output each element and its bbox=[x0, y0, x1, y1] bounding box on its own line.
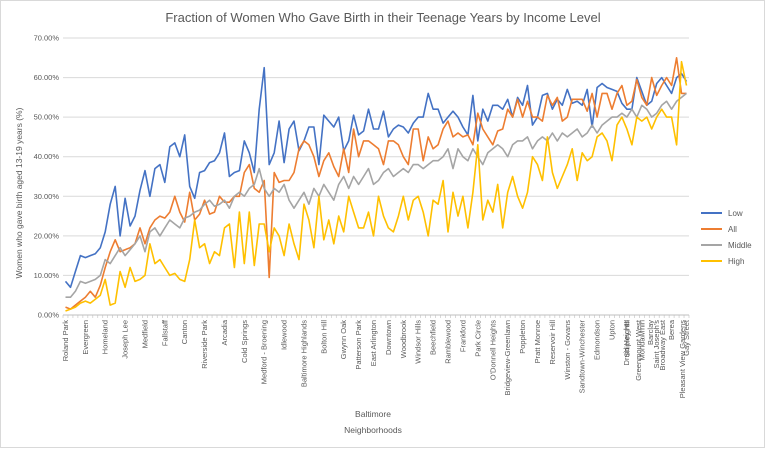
legend-label: Middle bbox=[728, 241, 752, 250]
x-tick-label: Druid Heights bbox=[622, 320, 631, 366]
y-tick-label: 20.00% bbox=[34, 231, 60, 240]
y-tick-label: 30.00% bbox=[34, 192, 60, 201]
series-lines bbox=[64, 56, 688, 312]
x-tick-label: Baltimore Highlands bbox=[300, 320, 309, 387]
x-tick-label: Riverside Park bbox=[200, 320, 209, 369]
x-tick-label: Frankford bbox=[458, 320, 467, 352]
x-tick-label: Woodbrook bbox=[399, 320, 408, 358]
series-line-high bbox=[65, 60, 688, 312]
x-tick-label: Pleasant View Gardens bbox=[678, 320, 687, 398]
y-tick-label: 60.00% bbox=[34, 73, 60, 82]
x-tick-label: Evergreen bbox=[81, 320, 90, 355]
x-tick-label: Windsor Hills bbox=[414, 320, 423, 364]
x-tick-label: Gay Street bbox=[682, 319, 691, 356]
x-tick-label: Edmondson bbox=[593, 320, 602, 360]
y-tick-label: 10.00% bbox=[34, 271, 60, 280]
y-tick-label: 70.00% bbox=[34, 34, 60, 43]
x-tick-label: Pratt Monroe bbox=[533, 320, 542, 363]
x-tick-label: Downtown bbox=[384, 320, 393, 355]
x-tick-label: Reservoir Hill bbox=[548, 320, 557, 365]
x-tick-label: Bridgeview-Greenlawn bbox=[503, 320, 512, 395]
x-tick-label: Homeland bbox=[101, 320, 110, 354]
x-tick-label: Roland Park bbox=[61, 320, 70, 362]
chart-title: Fraction of Women Who Gave Birth in thei… bbox=[165, 10, 600, 25]
y-axis-title: Women who gave birth aged 13-19 years (%… bbox=[14, 107, 24, 278]
x-tick-label: Park Circle bbox=[473, 320, 482, 357]
x-tick-label: Idlewood bbox=[280, 320, 289, 350]
x-tick-label: Medfield bbox=[141, 320, 150, 348]
x-tick-label: Medford - Broening bbox=[260, 320, 269, 384]
x-axis-title: Neighborhoods bbox=[344, 425, 402, 435]
x-axis-group-label: Baltimore bbox=[355, 409, 391, 419]
x-tick-label: Canton bbox=[180, 320, 189, 344]
x-tick-label: Greenmount West bbox=[634, 319, 643, 381]
legend-label: All bbox=[728, 225, 737, 234]
x-tick-label: Poppleton bbox=[518, 320, 527, 354]
series-line-middle bbox=[65, 92, 687, 299]
x-tick-label: Bolton Hill bbox=[319, 320, 328, 354]
y-tick-label: 50.00% bbox=[34, 113, 60, 122]
x-tick-label: O'Donnell Heights bbox=[488, 320, 497, 380]
x-tick-label: Saint Joseph's bbox=[652, 320, 661, 369]
x-tick-label: Cold Springs bbox=[240, 320, 249, 363]
x-tick-label: Sandtown-Winchester bbox=[578, 320, 587, 394]
y-tick-label: 0.00% bbox=[38, 311, 60, 320]
x-tick-label: Berea bbox=[667, 319, 676, 340]
gridlines bbox=[63, 37, 689, 316]
x-tick-label: Patterson Park bbox=[354, 320, 363, 370]
x-tick-label: Gwynn Oak bbox=[339, 320, 348, 359]
x-tick-label: Mondawmin bbox=[637, 320, 646, 360]
legend-label: Low bbox=[728, 209, 743, 218]
x-tick-label: Barclay bbox=[646, 320, 655, 345]
x-tick-label: Beechfield bbox=[429, 320, 438, 355]
y-tick-label: 40.00% bbox=[34, 152, 60, 161]
legend: Low All Middle High bbox=[701, 209, 752, 266]
legend-label: High bbox=[728, 257, 744, 266]
x-tick-label: Winston - Govans bbox=[563, 320, 572, 380]
y-axis-ticks: 0.00% 10.00% 20.00% 30.00% 40.00% 50.00% 60.00… bbox=[34, 34, 60, 320]
x-tick-label: Broadway East bbox=[658, 319, 667, 370]
series-line-all bbox=[65, 56, 687, 310]
x-axis-ticks: Roland Park Evergreen Homeland Joseph Lee Me… bbox=[61, 315, 691, 398]
x-tick-label: Fallstaff bbox=[160, 319, 169, 346]
x-tick-label: East Arlington bbox=[369, 320, 378, 366]
x-tick-label: Shipley Hill bbox=[622, 320, 631, 357]
x-tick-label: Upton bbox=[608, 320, 617, 340]
x-tick-label: Ramblewood bbox=[444, 320, 453, 364]
x-tick-label: Arcadia bbox=[220, 319, 229, 345]
x-tick-label: Joseph Lee bbox=[121, 320, 130, 359]
